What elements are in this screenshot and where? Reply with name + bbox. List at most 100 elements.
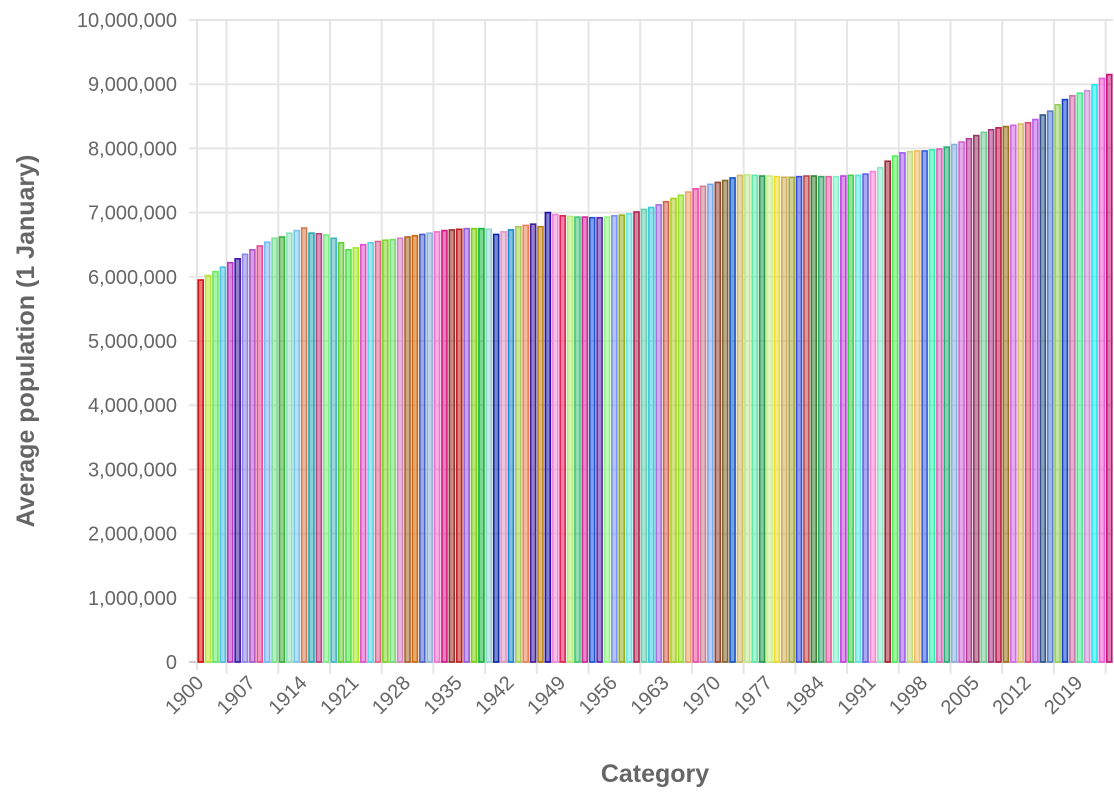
bar-1923 (367, 241, 374, 663)
x-tick-label: 1907 (213, 672, 260, 719)
bar-2022 (1098, 77, 1106, 663)
x-tick-label: 1956 (575, 672, 622, 719)
x-tick-label: 2005 (937, 672, 984, 719)
bar-1900 (197, 279, 204, 663)
bar-2018 (1069, 94, 1076, 663)
bar-1955 (603, 216, 611, 663)
bar-1903 (219, 266, 227, 663)
bar-2003 (958, 141, 965, 663)
x-tick-label: 1977 (730, 672, 777, 719)
bar-1990 (862, 173, 869, 663)
bar-1917 (322, 234, 330, 663)
bar-1938 (478, 227, 485, 663)
bar-1916 (315, 232, 323, 663)
y-axis-title: Average population (1 January) (12, 155, 40, 528)
bar-1983 (810, 175, 818, 663)
bar-1912 (286, 232, 293, 663)
y-tick-label: 10,000,000 (77, 10, 177, 32)
bar-1954 (596, 216, 603, 663)
bar-1969 (707, 183, 714, 663)
bar-1970 (714, 181, 722, 663)
bar-1906 (241, 253, 249, 663)
bar-1974 (744, 173, 751, 663)
bar-1908 (256, 245, 264, 663)
x-tick-label: 1921 (316, 672, 363, 719)
bar-2017 (1061, 98, 1069, 663)
bar-1924 (374, 240, 382, 663)
bar-1985 (825, 175, 832, 663)
bar-1928 (404, 236, 411, 663)
bar-1962 (655, 204, 662, 663)
bar-2006 (980, 131, 988, 663)
bar-1913 (293, 229, 301, 663)
bar-1902 (212, 270, 219, 663)
bar-2020 (1083, 89, 1091, 663)
bar-1904 (226, 261, 234, 663)
bar-1994 (891, 155, 899, 663)
bar-1956 (611, 215, 618, 663)
bar-2023 (1106, 73, 1113, 663)
bar-1926 (389, 238, 397, 663)
bar-1953 (588, 216, 596, 663)
bar-2007 (987, 128, 995, 663)
bar-1982 (803, 175, 810, 663)
bar-1993 (884, 160, 891, 663)
bar-1944 (522, 224, 530, 663)
x-tick-label: 1970 (678, 672, 725, 719)
bar-1943 (515, 225, 522, 663)
bar-1927 (396, 237, 404, 663)
bar-2015 (1046, 110, 1054, 663)
bar-1971 (721, 179, 729, 663)
x-tick-label: 1998 (885, 672, 932, 719)
x-tick-label: 1942 (471, 672, 518, 719)
bar-2016 (1054, 103, 1061, 663)
y-tick-label: 4,000,000 (88, 395, 177, 417)
y-axis-ticks: 0 1,000,000 2,000,000 3,000,000 4,000,000 5,0… (77, 10, 177, 674)
bar-2012 (1024, 121, 1032, 663)
x-axis-title: Category (601, 760, 709, 788)
bar-1935 (455, 228, 463, 663)
bar-1952 (581, 216, 589, 663)
bar-1939 (485, 228, 493, 663)
bar-1980 (788, 176, 795, 663)
bar-1998 (921, 150, 928, 663)
bar-2000 (936, 148, 943, 663)
bar-2009 (1002, 125, 1010, 663)
bar-1940 (492, 233, 500, 663)
bar-2005 (973, 134, 980, 663)
bar-1905 (234, 258, 241, 663)
bar-1978 (773, 175, 781, 663)
y-tick-label: 2,000,000 (88, 524, 177, 546)
bar-1997 (913, 150, 921, 663)
bar-1976 (758, 175, 766, 663)
bar-1989 (854, 174, 862, 663)
x-tick-label: 1935 (420, 672, 467, 719)
x-tick-label: 1900 (161, 672, 208, 719)
bar-1949 (559, 215, 566, 663)
bar-1975 (751, 174, 759, 663)
x-axis-ticks: 1900 1907 1914 1921 1928 1935 1942 1949 1956 1963… (161, 672, 1087, 719)
bar-1968 (699, 185, 707, 663)
bar-1942 (507, 229, 515, 663)
bar-1999 (928, 148, 936, 663)
bar-1959 (633, 211, 640, 663)
bar-1991 (869, 170, 877, 663)
bar-2019 (1076, 92, 1084, 663)
bar-1925 (382, 239, 389, 663)
bar-1911 (278, 236, 286, 663)
bar-2004 (965, 137, 973, 663)
bar-2013 (1032, 118, 1039, 663)
bar-1950 (566, 215, 574, 663)
bar-1945 (529, 223, 537, 663)
bar-1984 (817, 175, 825, 663)
bar-1967 (692, 188, 699, 663)
bar-1936 (463, 227, 470, 663)
y-tick-label: 7,000,000 (88, 203, 177, 225)
bar-1996 (906, 150, 914, 663)
bar-1930 (419, 233, 426, 663)
bar-1929 (411, 234, 419, 663)
bar-1965 (677, 194, 685, 663)
bar-1958 (625, 213, 633, 663)
bar-1919 (337, 241, 345, 663)
